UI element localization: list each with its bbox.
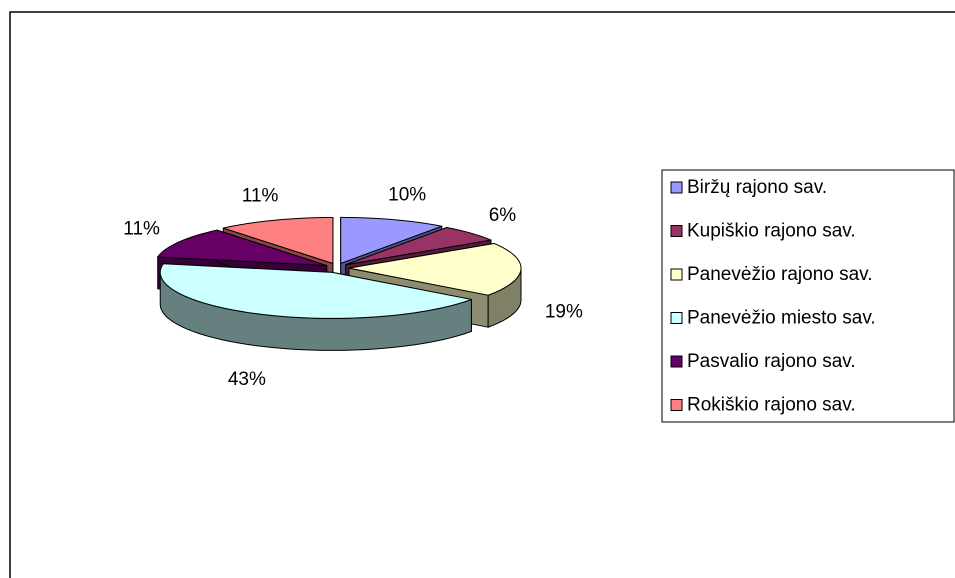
legend-swatch	[670, 181, 683, 194]
legend-label: Kupiškio rajono sav.	[687, 221, 856, 242]
data-label: 11%	[123, 218, 160, 239]
slice-top	[157, 229, 328, 267]
data-label: 19%	[545, 301, 583, 322]
legend-swatch	[670, 399, 683, 411]
chart-border	[9, 11, 955, 578]
legend-label: Biržų rajono sav.	[687, 177, 827, 198]
data-label: 43%	[228, 369, 266, 390]
legend-box	[661, 169, 955, 423]
legend-swatch	[670, 355, 683, 368]
slice-top	[345, 226, 492, 266]
legend-swatch	[670, 312, 683, 324]
slice-top	[340, 216, 443, 264]
legend-label: Panevėžio rajono sav.	[687, 264, 873, 285]
data-label: 6%	[489, 205, 517, 226]
data-label: 10%	[388, 185, 426, 206]
slice-top	[159, 263, 472, 319]
data-label: 11%	[242, 186, 279, 207]
legend-label: Rokiškio rajono sav.	[687, 395, 856, 416]
legend-swatch	[670, 268, 683, 281]
slice-top	[222, 216, 334, 264]
slice-top	[348, 243, 522, 296]
pie-slice	[159, 263, 472, 351]
legend-label: Pasvalio rajono sav.	[687, 351, 856, 372]
legend-label: Panevėžio miesto sav.	[687, 308, 876, 329]
legend-swatch	[670, 225, 683, 237]
